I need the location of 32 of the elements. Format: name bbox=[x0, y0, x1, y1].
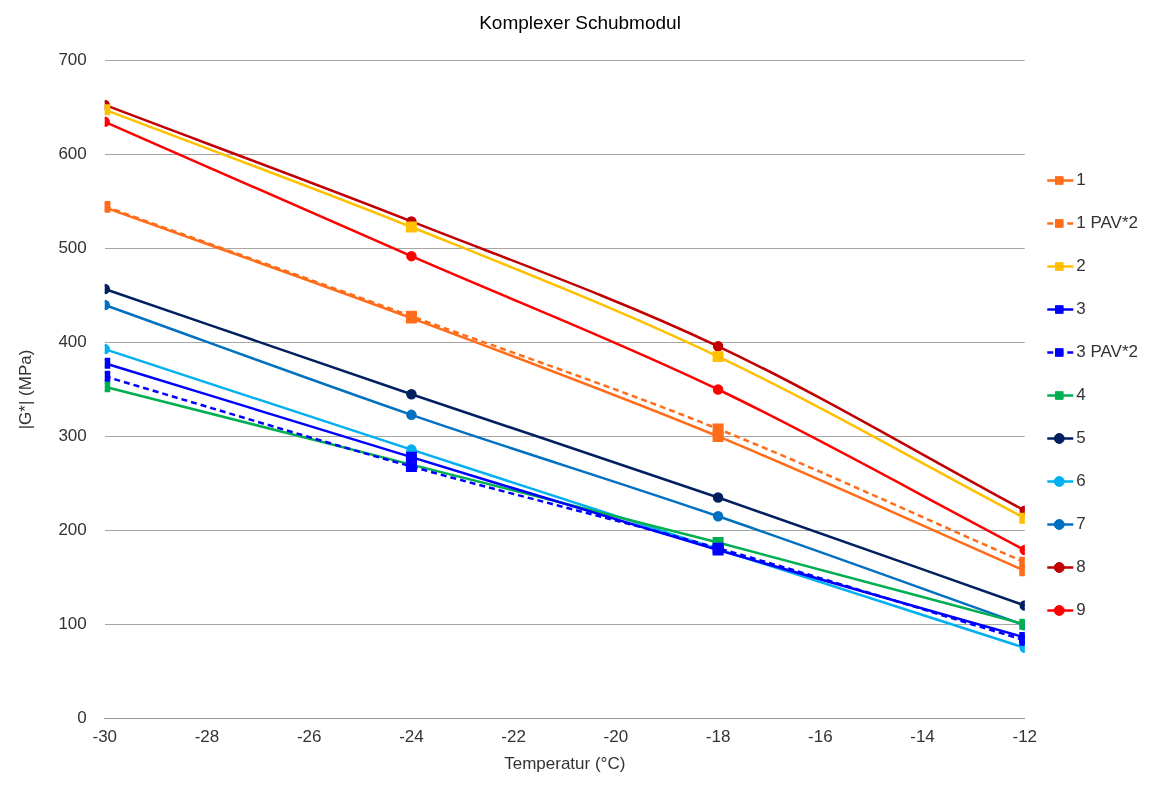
y-tick-label: 300 bbox=[58, 426, 87, 446]
legend-label: 2 bbox=[1076, 256, 1086, 276]
x-tick-label: -26 bbox=[296, 727, 322, 747]
chart-title: Komplexer Schubmodul bbox=[479, 11, 681, 33]
x-tick-label: -22 bbox=[501, 727, 526, 747]
legend-label: 8 bbox=[1076, 557, 1086, 577]
legend-label: 3 PAV*2 bbox=[1076, 342, 1139, 362]
legend-label: 7 bbox=[1076, 514, 1086, 534]
y-tick-label: 200 bbox=[58, 520, 87, 540]
legend-label: 5 bbox=[1076, 428, 1086, 448]
x-tick-label: -24 bbox=[399, 727, 424, 747]
x-tick-label: -12 bbox=[1012, 727, 1038, 747]
x-axis-title: Temperatur (°C) bbox=[504, 754, 626, 774]
legend-label: 1 PAV*2 bbox=[1076, 213, 1139, 233]
y-tick-label: 0 bbox=[77, 707, 87, 727]
x-tick-label: -18 bbox=[705, 727, 731, 747]
legend-label: 6 bbox=[1076, 471, 1086, 491]
legend-label: 9 bbox=[1076, 600, 1086, 620]
y-tick-label: 700 bbox=[58, 50, 87, 70]
y-tick-label: 100 bbox=[58, 613, 87, 633]
y-tick-label: 400 bbox=[58, 332, 87, 352]
legend-label: 1 bbox=[1076, 170, 1086, 190]
x-tick-label: -16 bbox=[808, 727, 833, 747]
y-axis-title: |G*| (MPa) bbox=[15, 349, 35, 430]
legend-label: 3 bbox=[1076, 299, 1086, 319]
y-tick-label: 500 bbox=[58, 238, 87, 258]
x-tick-label: -14 bbox=[910, 727, 935, 747]
x-tick-label: -30 bbox=[92, 727, 118, 747]
x-tick-label: -20 bbox=[603, 727, 629, 747]
y-tick-label: 600 bbox=[58, 144, 87, 164]
x-tick-label: -28 bbox=[194, 727, 220, 747]
legend-label: 4 bbox=[1076, 385, 1086, 405]
